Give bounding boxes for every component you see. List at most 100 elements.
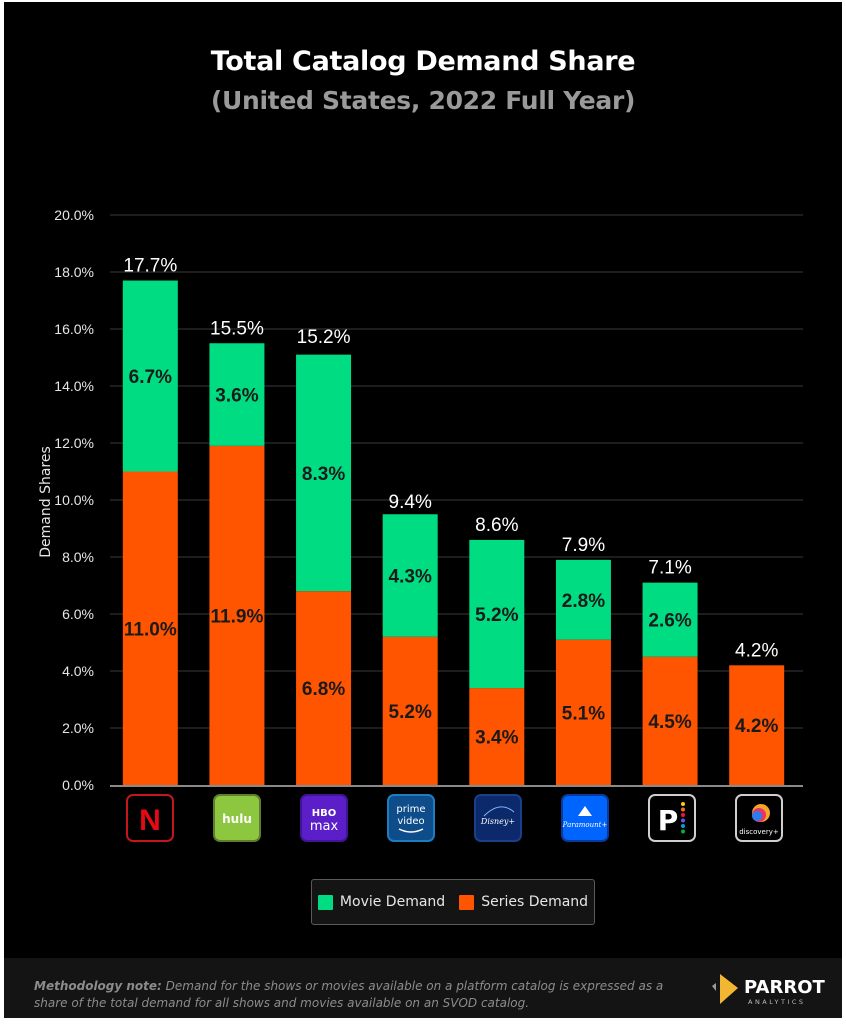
y-axis-label: Demand Shares [38, 446, 54, 558]
y-tick-label: 2.0% [62, 720, 94, 736]
y-tick-label: 20.0% [54, 207, 94, 223]
hulu-logo-text: hulu [222, 812, 252, 826]
hbo-logo-text: HBO [312, 808, 337, 819]
legend-item-series: Series Demand [459, 894, 588, 910]
movie-value-label: 6.7% [129, 367, 172, 388]
bars [122, 280, 785, 785]
peacock-dot-icon [681, 829, 685, 834]
chart-subtitle: (United States, 2022 Full Year) [210, 86, 636, 115]
prime-logo-text: prime [396, 804, 425, 815]
chart-legend: Movie Demand Series Demand [311, 879, 595, 925]
series-value-label: 3.4% [475, 728, 518, 749]
legend-label-series: Series Demand [481, 894, 589, 910]
discovery-logo-text: discovery+ [739, 828, 779, 836]
legend-label-movie: Movie Demand [339, 894, 446, 910]
brand-sub: ANALYTICS [748, 998, 806, 1006]
movie-demand-bar-peacock [642, 582, 698, 657]
y-tick-label: 0.0% [62, 777, 94, 793]
series-demand-bar-peacock [642, 656, 698, 785]
paramount-logo-text: Paramount+ [562, 821, 608, 829]
peacock-dot-icon [681, 807, 685, 812]
netflix-logo: N [126, 794, 174, 842]
y-axis-ticks: 0.0% 2.0% 4.0% 6.0% 8.0% 10.0% 12.0% 14.0% 16.0%… [54, 207, 94, 793]
movie-value-label: 2.6% [648, 611, 691, 632]
total-value-label: 9.4% [389, 492, 432, 513]
brand-parrot-icon [720, 974, 738, 1004]
total-value-label: 15.5% [210, 318, 264, 339]
movie-demand-bar-netflix [122, 280, 178, 472]
data-labels: 11.0% 6.7% 17.7% 11.9% 3.6% 15.5% 6.8% 8.3% 15.2… [123, 256, 778, 749]
hulu-logo: hulu [213, 794, 261, 842]
footer: Methodology note: Demand for the shows o… [4, 958, 842, 1018]
disney-plus-logo: Disney+ [474, 794, 522, 842]
disney-logo-text: Disney+ [480, 817, 515, 826]
total-value-label: 4.2% [735, 640, 778, 661]
series-value-label: 6.8% [302, 679, 345, 700]
parrot-analytics-logo: PARROT ANALYTICS [712, 974, 825, 1006]
y-tick-label: 10.0% [54, 492, 94, 508]
y-tick-label: 6.0% [62, 606, 94, 622]
series-demand-bar-hbo-max [296, 591, 352, 785]
discovery-plus-logo: discovery+ [735, 794, 783, 842]
peacock-dot-icon [681, 813, 685, 817]
movie-demand-bar-disney- [469, 539, 525, 689]
series-demand-bar-discovery- [729, 665, 785, 785]
movie-value-label: 3.6% [215, 386, 258, 407]
peacock-logo-text: P [658, 804, 679, 837]
total-value-label: 17.7% [123, 256, 177, 277]
paramount-plus-logo: Paramount+ [561, 794, 609, 842]
series-swatch [459, 894, 475, 910]
discovery-circle-icon [752, 811, 762, 821]
total-value-label: 7.9% [562, 535, 605, 556]
chart-title: Total Catalog Demand Share [210, 46, 636, 77]
legend-item-movie: Movie Demand [317, 894, 446, 910]
y-tick-label: 4.0% [62, 663, 94, 679]
movie-value-label: 4.3% [389, 567, 432, 588]
series-demand-bar-hulu [209, 445, 265, 785]
y-tick-label: 12.0% [54, 435, 94, 451]
peacock-dot-icon [681, 818, 685, 823]
brand-name: PARROT [744, 977, 825, 998]
series-demand-bar-paramount- [555, 639, 611, 785]
max-logo-text: max [310, 819, 339, 834]
total-value-label: 15.2% [297, 327, 351, 348]
methodology-note-text: Demand for the shows or movies available… [34, 979, 664, 1010]
series-value-label: 4.5% [648, 712, 691, 733]
methodology-note-label: Methodology note: [34, 979, 162, 993]
prime-smile-icon [398, 828, 424, 833]
movie-swatch [317, 894, 333, 910]
netflix-logo-text: N [139, 804, 161, 837]
y-tick-label: 8.0% [62, 549, 94, 565]
total-value-label: 8.6% [475, 515, 518, 536]
movie-demand-bar-paramount- [555, 559, 611, 640]
series-value-label: 11.0% [124, 619, 177, 640]
stacked-bar-chart: 0.0% 2.0% 4.0% 6.0% 8.0% 10.0% 12.0% 14.0% 16.0%… [38, 207, 803, 842]
peacock-dot-icon [681, 802, 685, 806]
series-demand-bar-disney- [469, 688, 525, 785]
methodology-note: Methodology note: Demand for the shows o… [34, 978, 674, 1012]
series-demand-bar-prime-video [382, 636, 438, 785]
peacock-dot-icon [681, 824, 685, 828]
movie-value-label: 2.8% [562, 591, 605, 612]
series-demand-bar-netflix [122, 471, 178, 785]
series-value-label: 4.2% [735, 716, 778, 737]
movie-demand-bar-hulu [209, 343, 265, 446]
prime-video-logo: prime video [387, 794, 435, 842]
y-tick-label: 18.0% [54, 264, 94, 280]
movie-value-label: 8.3% [302, 464, 345, 485]
movie-demand-bar-hbo-max [296, 354, 352, 592]
series-value-label: 11.9% [211, 606, 264, 627]
paramount-mountain-icon [578, 806, 592, 816]
disney-arc-icon [483, 806, 515, 817]
peacock-logo: P [648, 794, 696, 842]
series-value-label: 5.2% [389, 702, 432, 723]
movie-demand-bar-prime-video [382, 514, 438, 637]
movie-value-label: 5.2% [475, 605, 518, 626]
y-tick-label: 16.0% [54, 321, 94, 337]
chart-frame: Total Catalog Demand Share (United State… [4, 2, 842, 1018]
series-value-label: 5.1% [562, 703, 605, 724]
video-logo-text: video [397, 816, 424, 827]
total-value-label: 7.1% [648, 558, 691, 579]
y-tick-label: 14.0% [54, 378, 94, 394]
hbo-max-logo: HBO max [300, 794, 348, 842]
